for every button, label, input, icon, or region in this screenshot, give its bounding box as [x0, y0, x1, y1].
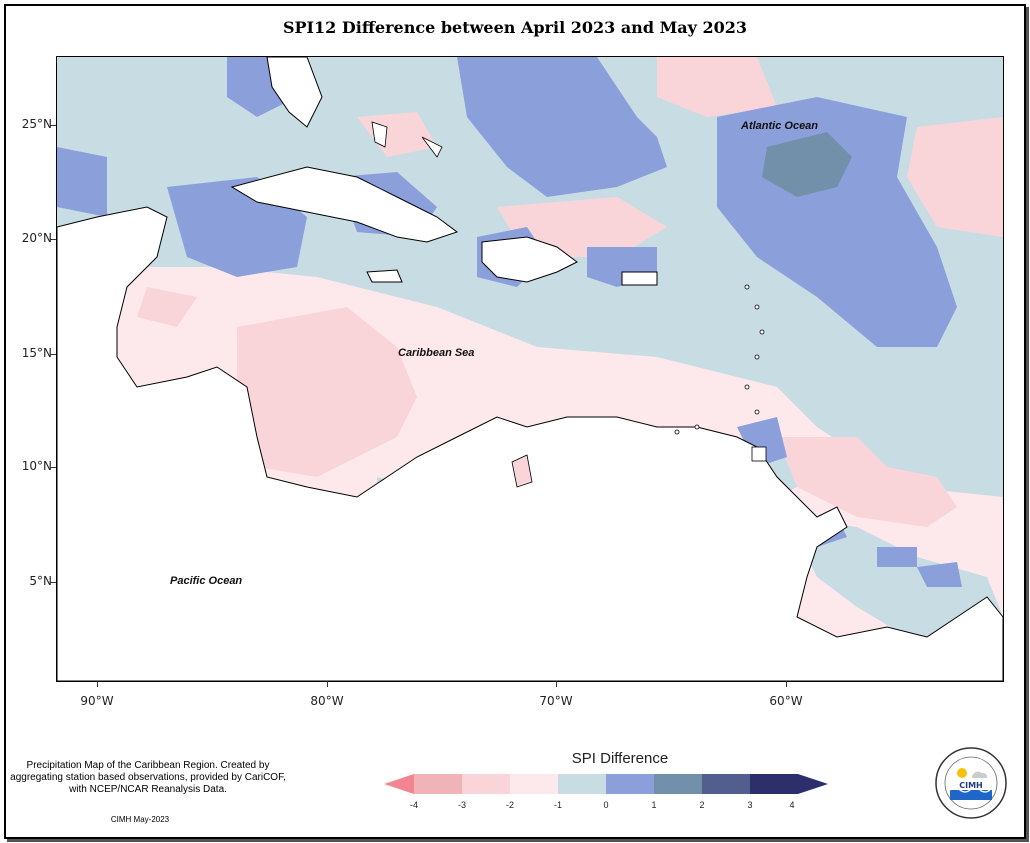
map-title: SPI12 Difference between April 2023 and … — [282, 18, 748, 37]
legend-label: 0 — [603, 800, 609, 810]
legend-label: -1 — [553, 800, 562, 810]
map-panel: Atlantic Ocean Caribbean Sea Pacific Oce… — [56, 56, 1004, 682]
lat-tick — [50, 582, 56, 583]
legend-swatch-neg3 — [414, 774, 462, 794]
legend-label: -2 — [505, 800, 514, 810]
island-chain — [371, 121, 767, 462]
lon-tick — [556, 681, 557, 687]
legend-label: 3 — [747, 800, 753, 810]
lat-label-15n: 15°N — [21, 346, 52, 360]
legend-swatch-pos4-arrow — [798, 774, 828, 794]
legend-label: 2 — [699, 800, 705, 810]
land-masses — [57, 57, 1003, 681]
lat-label-25n: 25°N — [21, 117, 52, 131]
spi-map — [57, 57, 1003, 681]
lon-label-70w: 70°W — [539, 694, 573, 708]
lat-tick — [50, 125, 56, 126]
legend-label: -3 — [457, 800, 466, 810]
label-caribbean-sea: Caribbean Sea — [398, 347, 475, 359]
lon-label-60w: 60°W — [769, 694, 803, 708]
lat-label-10n: 10°N — [21, 459, 52, 473]
legend-label: 1 — [651, 800, 657, 810]
legend-swatch-neg4 — [384, 774, 414, 794]
label-atlantic-ocean: Atlantic Ocean — [741, 120, 819, 132]
lat-label-20n: 20°N — [21, 231, 52, 245]
lon-label-90w: 90°W — [80, 694, 114, 708]
legend-swatch-pos3 — [702, 774, 750, 794]
lat-label-5n: 5°N — [29, 574, 52, 588]
label-pacific-ocean: Pacific Ocean — [170, 575, 243, 587]
inland-patch — [511, 454, 533, 488]
legend-swatch-neg2 — [462, 774, 510, 794]
legend-swatch-pos0 — [558, 774, 606, 794]
legend-swatch-pos1 — [606, 774, 654, 794]
legend-swatch-pos4 — [750, 774, 798, 794]
map-credit: CIMH May-2023 — [110, 815, 170, 824]
lat-tick — [50, 239, 56, 240]
spi-legend-colorbar — [384, 774, 828, 794]
cimh-logo-seal: CIMH — [935, 747, 1007, 819]
lat-tick — [50, 354, 56, 355]
legend-swatch-neg1 — [510, 774, 558, 794]
legend-swatch-pos2 — [654, 774, 702, 794]
lon-tick — [786, 681, 787, 687]
lat-tick — [50, 467, 56, 468]
map-description: Precipitation Map of the Caribbean Regio… — [10, 760, 286, 795]
legend-label: -4 — [409, 800, 418, 810]
legend-title: SPI Difference — [571, 750, 669, 767]
lon-tick — [327, 681, 328, 687]
logo-text: CIMH — [959, 781, 983, 790]
legend-label: 4 — [789, 800, 795, 810]
lon-tick — [97, 681, 98, 687]
lon-label-80w: 80°W — [310, 694, 344, 708]
